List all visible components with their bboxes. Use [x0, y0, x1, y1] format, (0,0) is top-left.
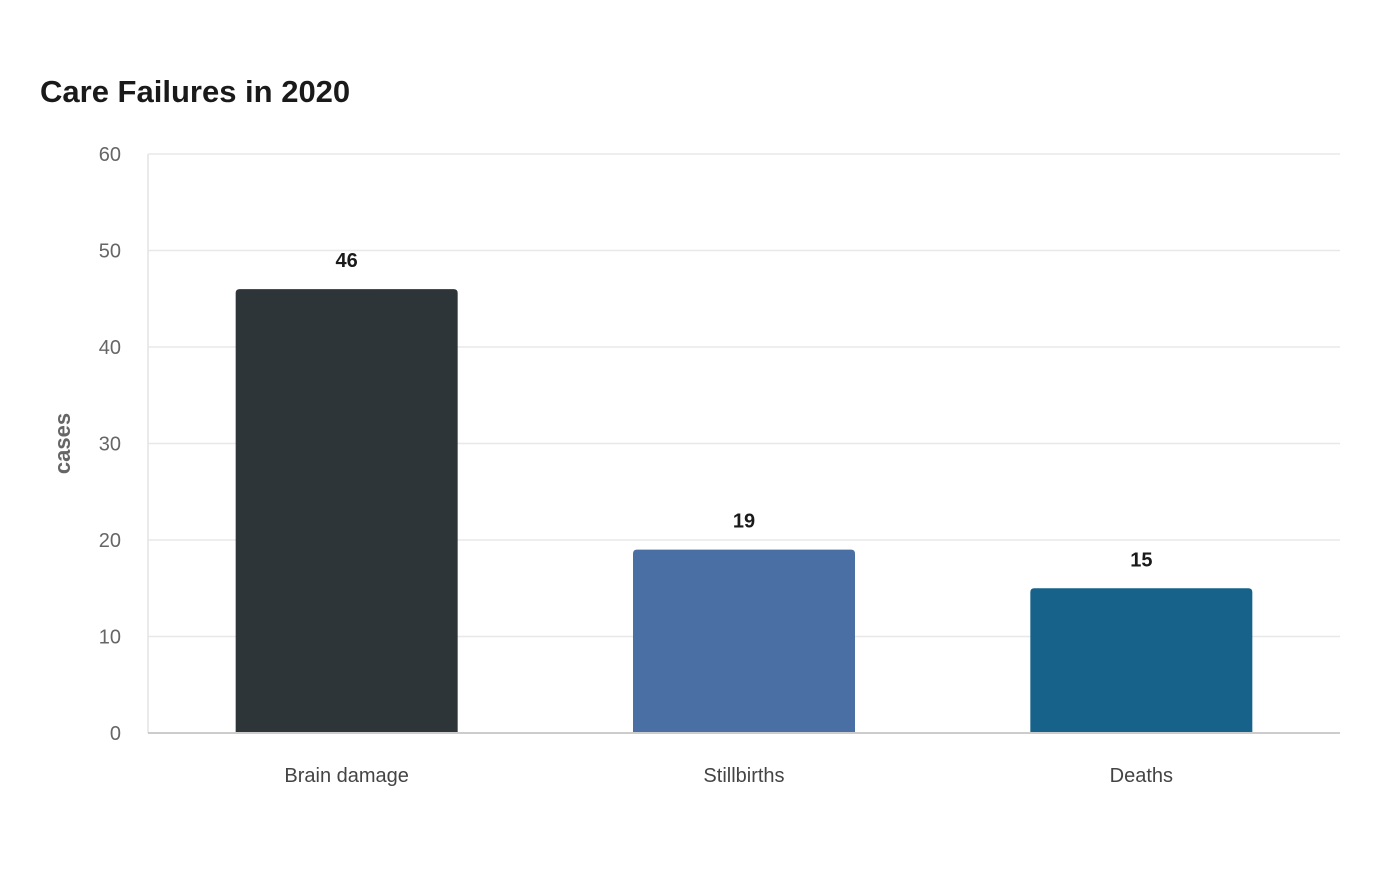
data-label: 19	[733, 511, 755, 533]
bar-deaths	[1030, 588, 1253, 733]
x-tick-label: Brain damage	[284, 765, 409, 787]
bar-brain-damage	[235, 289, 458, 733]
bar-stillbirths	[633, 549, 855, 733]
y-tick-label: 40	[99, 337, 121, 359]
data-label: 46	[336, 250, 358, 272]
y-tick-label: 20	[99, 530, 121, 552]
data-label: 15	[1130, 549, 1152, 571]
x-tick-label: Stillbirths	[703, 765, 784, 787]
y-tick-label: 60	[99, 144, 121, 166]
y-tick-label: 0	[110, 723, 121, 745]
y-axis-title: cases	[50, 413, 75, 474]
chart-title: Care Failures in 2020	[40, 74, 351, 109]
y-tick-label: 10	[99, 627, 121, 649]
y-tick-label: 50	[99, 241, 121, 263]
x-tick-label: Deaths	[1110, 765, 1173, 787]
y-tick-label: 30	[99, 434, 121, 456]
